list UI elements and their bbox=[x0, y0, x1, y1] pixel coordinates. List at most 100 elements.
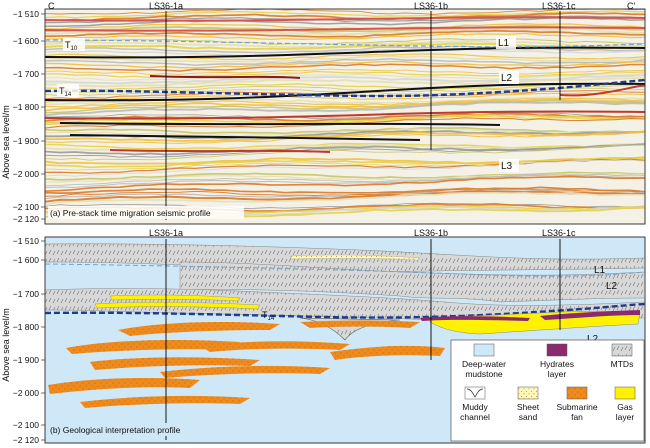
strong-reflector bbox=[45, 110, 645, 120]
bottom-y-tick-label: −2 000 bbox=[13, 388, 40, 398]
submarine-fan-2 bbox=[300, 320, 420, 328]
reflection-line bbox=[45, 114, 645, 124]
submarine-fan-8 bbox=[160, 365, 330, 378]
reflection-line bbox=[45, 128, 645, 138]
reflection-line bbox=[45, 32, 645, 41]
t14-label-bottom: T14 bbox=[262, 310, 275, 322]
top-panel-caption: (a) Pre-stack time migration seismic pro… bbox=[50, 208, 211, 218]
strong-reflector bbox=[45, 26, 645, 32]
legend: Deep-water mudstone Hydrates layer MTDs … bbox=[450, 339, 645, 442]
well-label-ls36-1b: LS36-1b bbox=[414, 1, 448, 11]
t10-horizon-line bbox=[44, 39, 646, 48]
reflection-line bbox=[45, 12, 645, 22]
gas-layer-left-1 bbox=[109, 294, 241, 302]
legend-label-layer-2: layer bbox=[616, 412, 635, 422]
top-y-tick-label: −1 800 bbox=[13, 102, 40, 112]
t10-label: T10 bbox=[65, 40, 78, 52]
legend-label-gas: Gas bbox=[617, 402, 633, 412]
reflection-line bbox=[45, 101, 645, 117]
reflection-line bbox=[45, 188, 645, 197]
submarine-fan-4 bbox=[200, 341, 350, 352]
muddy-channel-icon bbox=[466, 388, 484, 398]
y-axis-label-top: Above sea level/m bbox=[1, 105, 11, 179]
interpretation-panel: LS36-1a LS36-1b LS36-1c T14 L1 L2 L2 Dee… bbox=[44, 228, 646, 444]
gas-layer-left-2 bbox=[94, 301, 261, 310]
layer-label-l2: L2 bbox=[501, 73, 513, 84]
reflection-line bbox=[45, 157, 645, 171]
top-y-axis: −1 510 −1 600 −1 700 −1 800 −1 900 −2 000 −2 1… bbox=[13, 9, 45, 224]
submarine-fan-5 bbox=[330, 345, 445, 360]
seismic-panel: C C' LS36-1a LS36-1b LS36-1c T10 T14 L1 … bbox=[44, 1, 646, 225]
reflection-line bbox=[45, 77, 645, 88]
top-y-tick-label: −2 000 bbox=[13, 169, 40, 179]
reflection-line bbox=[45, 98, 645, 112]
reflection-line bbox=[45, 174, 645, 188]
strong-reflector bbox=[45, 16, 645, 22]
hydrates-layer-right bbox=[540, 310, 640, 320]
reflection-line bbox=[45, 60, 645, 69]
submarine-fan-3 bbox=[66, 340, 240, 354]
top-y-tick-label: −1 900 bbox=[13, 136, 40, 146]
reflection-line bbox=[45, 57, 645, 66]
bottom-y-tick-label: −1 600 bbox=[13, 255, 40, 265]
well-label-ls36-1c-bottom: LS36-1c bbox=[542, 228, 576, 238]
reflection-line bbox=[45, 9, 645, 15]
seismic-reflections bbox=[45, 9, 645, 219]
bottom-y-tick-label: −1 900 bbox=[13, 355, 40, 365]
corner-label-c: C bbox=[48, 1, 55, 11]
well-label-ls36-1c: LS36-1c bbox=[542, 1, 576, 11]
bottom-y-tick-label: −1 800 bbox=[13, 322, 40, 332]
bottom-y-tick-label: −1 700 bbox=[13, 289, 40, 299]
reflection-line bbox=[45, 112, 645, 120]
legend-swatch-deep-water-mudstone bbox=[473, 343, 495, 357]
bottom-y-tick-label: −1 510 bbox=[13, 236, 40, 246]
legend-label-mtds: MTDs bbox=[611, 359, 634, 369]
legend-label-submarine: Submarine bbox=[556, 402, 597, 412]
submarine-fan-9 bbox=[80, 395, 250, 408]
well-label-ls36-1a-bottom: LS36-1a bbox=[149, 228, 183, 238]
reflection-line bbox=[45, 175, 645, 193]
strong-reflector bbox=[59, 122, 501, 126]
top-y-tick-label: −2 100 bbox=[13, 202, 40, 212]
reflection-line bbox=[45, 115, 645, 126]
submarine-fan-1 bbox=[118, 322, 280, 336]
strong-reflector bbox=[559, 84, 645, 97]
strong-reflector bbox=[109, 149, 331, 153]
legend-label-mudstone: mudstone bbox=[465, 369, 503, 379]
bottom-y-tick-label: −2 100 bbox=[13, 420, 40, 430]
layer-label-l2-bottom: L2 bbox=[606, 281, 618, 292]
reflection-line bbox=[45, 159, 645, 177]
layer-label-l1-bottom: L1 bbox=[594, 265, 606, 276]
reflection-line bbox=[45, 143, 645, 156]
reflection-line bbox=[45, 130, 645, 144]
reflection-line bbox=[45, 186, 645, 194]
layer-label-l1: L1 bbox=[498, 38, 510, 49]
legend-label-layer-1: layer bbox=[548, 369, 567, 379]
reflection-line bbox=[45, 63, 645, 72]
reflection-line bbox=[45, 55, 645, 63]
submarine-fan-7 bbox=[48, 377, 200, 394]
legend-label-channel: channel bbox=[460, 412, 490, 422]
legend-label-sheet: Sheet bbox=[517, 402, 540, 412]
legend-label-hydrates: Hydrates bbox=[540, 359, 574, 369]
submarine-fan-6 bbox=[90, 357, 260, 370]
top-y-tick-label: −1 700 bbox=[13, 69, 40, 79]
reflection-line bbox=[45, 38, 645, 45]
legend-swatch-hydrates-layer bbox=[546, 343, 568, 357]
y-axis-label-bottom: Above sea level/m bbox=[1, 308, 11, 382]
reflection-line bbox=[45, 171, 645, 181]
reflection-line bbox=[45, 189, 645, 200]
sheet-sand-top bbox=[289, 254, 421, 261]
legend-label-fan: fan bbox=[571, 412, 583, 422]
legend-label-sand: sand bbox=[519, 412, 538, 422]
legend-label-muddy: Muddy bbox=[462, 402, 488, 412]
reflection-line bbox=[45, 68, 645, 76]
reflection-line bbox=[45, 92, 645, 103]
layer-label-l3: L3 bbox=[501, 161, 513, 172]
reflection-line bbox=[45, 191, 645, 206]
bottom-y-axis: −1 510 −1 600 −1 700 −1 800 −1 900 −2 000 −2 1… bbox=[13, 236, 45, 445]
hydrates-layer-left bbox=[420, 316, 530, 321]
reflection-line bbox=[45, 29, 645, 38]
reflection-line bbox=[45, 142, 645, 150]
